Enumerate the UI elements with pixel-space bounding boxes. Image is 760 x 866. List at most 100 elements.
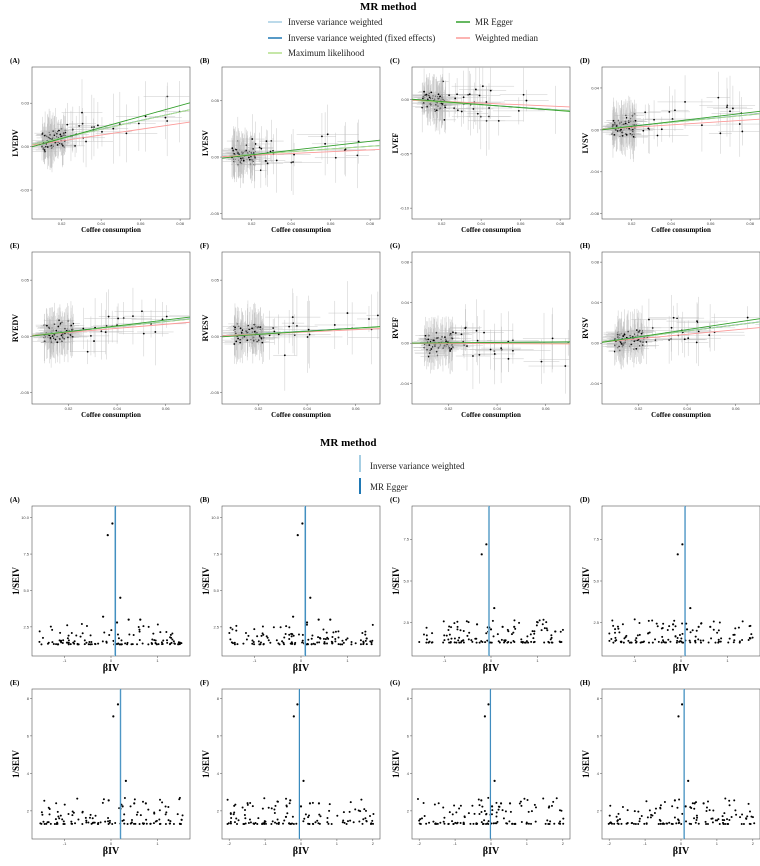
data-point <box>343 821 346 824</box>
y-axis-label: 1/SEIV <box>201 749 211 778</box>
data-point <box>138 638 141 641</box>
data-point <box>236 643 239 646</box>
data-point <box>308 822 311 825</box>
data-point <box>540 629 543 632</box>
data-point <box>631 335 634 338</box>
x-tick-label: 0.04 <box>113 406 122 411</box>
data-point <box>615 639 618 642</box>
panel-tag: (F) <box>200 242 210 250</box>
data-point <box>697 638 700 641</box>
data-point <box>469 822 472 825</box>
data-point <box>283 354 286 357</box>
data-point <box>458 641 461 644</box>
data-point <box>329 618 332 621</box>
x-tick-label: 0.06 <box>517 221 526 226</box>
data-point <box>549 638 552 641</box>
data-point <box>695 629 698 632</box>
data-point <box>265 160 267 162</box>
data-point <box>303 817 306 820</box>
data-point <box>663 641 666 644</box>
data-point <box>87 643 90 646</box>
data-point <box>734 809 737 812</box>
data-point <box>732 107 734 110</box>
data-point <box>166 95 169 98</box>
data-point <box>304 813 307 816</box>
data-point <box>138 628 141 631</box>
data-point <box>325 631 328 634</box>
data-point <box>160 641 163 644</box>
data-point <box>348 810 351 813</box>
y-tick-label: 2.5 <box>23 624 29 629</box>
data-point <box>239 157 242 160</box>
data-point <box>458 636 461 639</box>
points-group <box>412 67 570 156</box>
data-point <box>728 818 731 821</box>
data-point <box>751 636 754 639</box>
data-point <box>695 341 698 344</box>
data-point <box>275 159 278 162</box>
data-point <box>39 822 42 825</box>
data-point <box>680 822 683 825</box>
data-point <box>281 640 284 643</box>
y-axis-label: 1/SEIV <box>391 749 401 778</box>
data-point <box>47 821 50 824</box>
points-group <box>226 689 375 839</box>
data-point <box>67 812 70 815</box>
data-point <box>357 809 360 812</box>
data-point <box>689 641 692 644</box>
y-axis-label: RVESV <box>201 314 210 341</box>
data-point <box>251 639 254 642</box>
data-point <box>748 822 751 825</box>
x-tick-label: 0.06 <box>352 406 361 411</box>
data-point <box>111 522 114 525</box>
data-point <box>462 96 465 99</box>
data-point <box>507 357 510 360</box>
data-point <box>707 641 710 644</box>
data-point <box>324 142 327 145</box>
funnel-panel-7: (G) -2 -1 0 1 2 2 4 6 8 βIV 1/SEIV <box>390 679 571 857</box>
scatter-panel-6: (F) 0.02 0.04 0.06 -0.05 0.00 0.05 Coffee consu… <box>200 242 381 419</box>
data-point <box>676 639 679 642</box>
data-point <box>428 821 431 824</box>
funnel-panel-2: (B) -1 0 1 2.5 5.0 7.5 10.0 βIV 1/SEIV <box>200 496 381 674</box>
egger-line <box>412 341 570 344</box>
data-point <box>693 807 696 810</box>
data-point <box>558 640 561 643</box>
data-point <box>669 640 672 643</box>
data-point <box>424 334 427 337</box>
panel-tag: (D) <box>580 57 590 65</box>
data-point <box>680 637 683 640</box>
data-point <box>654 807 657 810</box>
data-point <box>56 341 59 344</box>
data-point <box>274 821 277 824</box>
data-point <box>107 799 110 802</box>
data-point <box>233 153 236 155</box>
x-tick-label: 0.02 <box>438 221 447 226</box>
legend-label-ml: Maximum likelihood <box>288 48 365 58</box>
data-point <box>85 819 88 822</box>
data-point <box>672 623 675 626</box>
data-point <box>316 641 319 644</box>
data-point <box>67 634 70 637</box>
data-point <box>728 637 731 640</box>
data-point <box>425 638 428 641</box>
x-tick-label: 0 <box>110 841 113 846</box>
data-point <box>475 822 478 825</box>
data-point <box>327 822 330 825</box>
data-point <box>678 634 681 637</box>
data-point <box>283 643 286 646</box>
data-point <box>437 802 440 805</box>
plot-frame <box>411 505 571 657</box>
data-point <box>86 350 89 353</box>
data-point <box>233 811 236 814</box>
data-point <box>657 822 660 825</box>
data-point <box>717 96 720 99</box>
data-point <box>538 619 541 622</box>
y-axis-label: 1/SEIV <box>11 566 21 595</box>
data-point <box>666 822 669 825</box>
data-point <box>518 621 521 624</box>
data-point <box>623 637 626 640</box>
data-point <box>159 822 162 825</box>
data-point <box>637 822 640 825</box>
data-point <box>129 805 132 808</box>
